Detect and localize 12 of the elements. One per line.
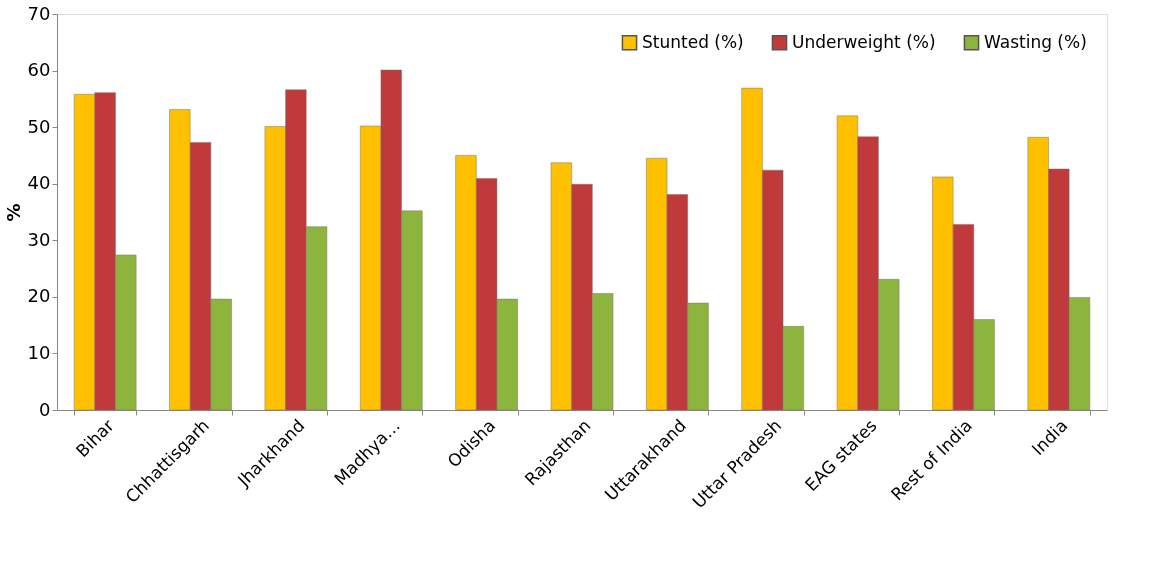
y-tick-label: 50 <box>27 115 51 137</box>
legend-label: Stunted (%) <box>642 31 744 52</box>
y-tick-label: 70 <box>27 2 51 24</box>
y-tick-label: 40 <box>27 172 51 194</box>
legend-label: Wasting (%) <box>984 31 1087 52</box>
y-tick-label: 10 <box>27 341 51 363</box>
y-tick-label: 20 <box>27 285 51 307</box>
y-tick-label: 0 <box>39 398 51 420</box>
y-tick-label: 60 <box>27 59 51 81</box>
legend-label: Underweight (%) <box>792 31 936 52</box>
y-axis-title: % <box>2 203 24 222</box>
y-tick-label: 30 <box>27 228 51 250</box>
